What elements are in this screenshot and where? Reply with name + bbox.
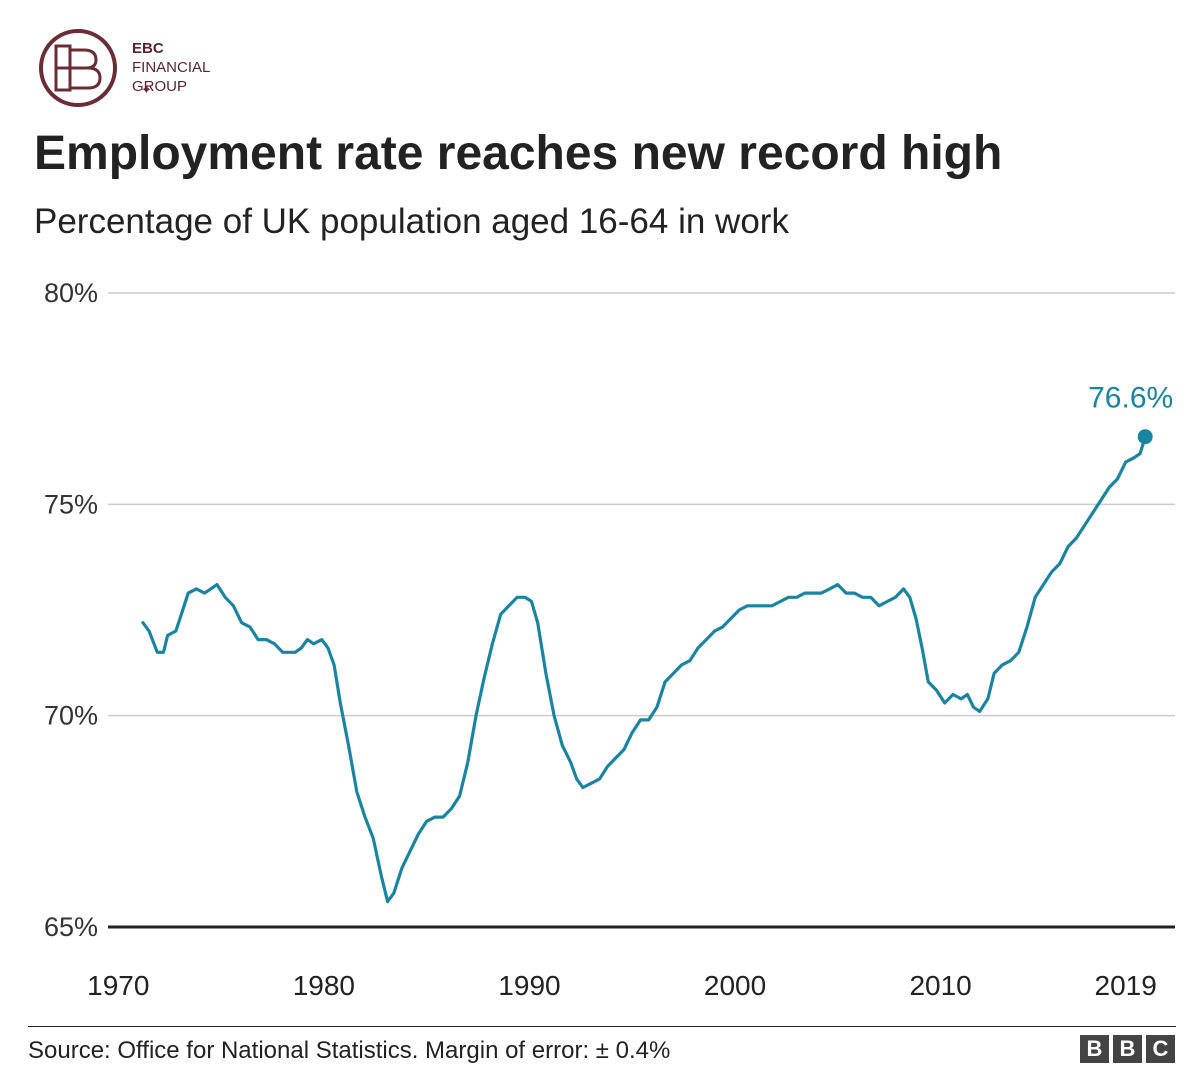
bbc-logo: B B C [1080, 1035, 1176, 1063]
bbc-logo-letter: C [1146, 1035, 1175, 1063]
x-tick-label: 1990 [498, 970, 560, 1001]
logo-text-line: GROUP [132, 78, 188, 95]
y-tick-label: 65% [44, 912, 98, 942]
line-chart-svg: 80% 75% 70% 65% 1970 1980 1990 2000 2010 2019 76.6… [44, 278, 1175, 1001]
logo-text: EBC FINANCIAL GROUP [132, 39, 210, 96]
y-tick-label: 70% [44, 701, 98, 731]
ebc-logo: ✦ EBC FINANCIAL GROUP [36, 26, 236, 110]
footer-divider [28, 1026, 1176, 1027]
bbc-logo-letter: B [1080, 1035, 1109, 1063]
chart-title: Employment rate reaches new record high [34, 127, 1003, 180]
ebc-logo-mark [39, 29, 117, 107]
logo-text-line: FINANCIAL [132, 59, 211, 76]
latest-value-point [1137, 429, 1153, 445]
chart-subtitle: Percentage of UK population aged 16-64 i… [34, 202, 789, 241]
y-tick-label: 80% [44, 278, 98, 308]
x-tick-label: 2019 [1095, 970, 1157, 1001]
source-note: Source: Office for National Statistics. … [28, 1037, 671, 1064]
y-tick-label: 75% [44, 489, 98, 519]
bbc-logo-letter: B [1113, 1035, 1142, 1063]
logo-text-line: EBC [132, 40, 164, 57]
x-tick-label: 2000 [704, 970, 766, 1001]
latest-value-label: 76.6% [1088, 382, 1173, 415]
x-tick-label: 1980 [293, 970, 355, 1001]
x-tick-label: 1970 [87, 970, 149, 1001]
x-tick-label: 2010 [909, 970, 971, 1001]
logo-sparkle-icon: ✦ [141, 82, 152, 97]
employment-rate-line [141, 435, 1147, 904]
line-chart: 80% 75% 70% 65% 1970 1980 1990 2000 2010 2019 76.6… [0, 260, 1200, 1020]
